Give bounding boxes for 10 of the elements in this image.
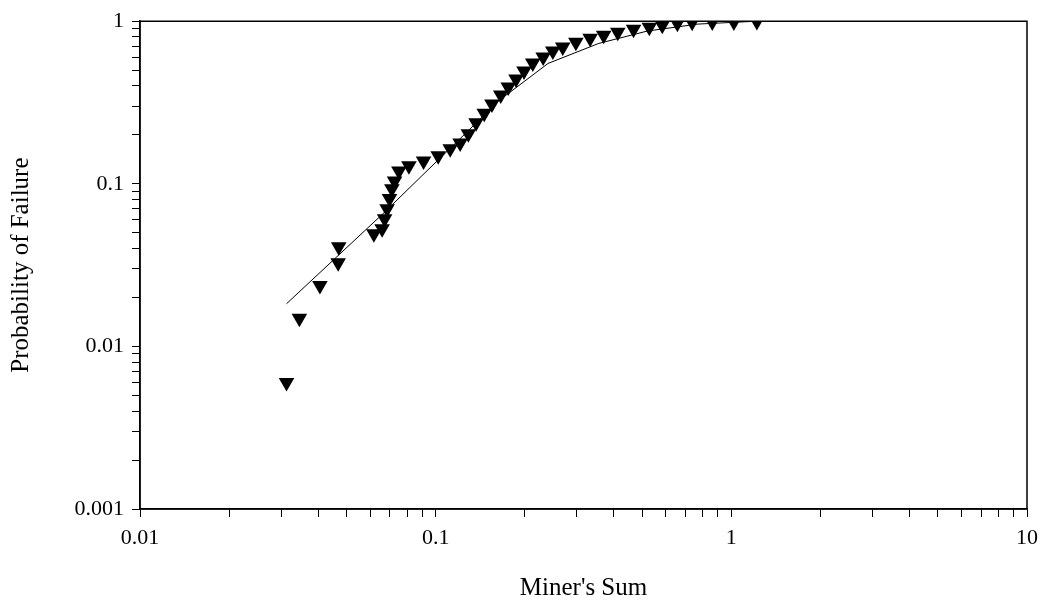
y-tick-label: 0.1 <box>96 169 124 195</box>
y-tick-label: 0.001 <box>74 494 124 520</box>
x-tick-label: 0.1 <box>421 523 450 549</box>
y-tick-label: 0.01 <box>85 332 124 358</box>
y-axis-title: Probability of Failure <box>5 157 33 373</box>
x-tick-label: 1 <box>725 523 737 549</box>
x-tick-label: 10 <box>1016 523 1038 549</box>
y-tick-label: 1 <box>113 6 124 32</box>
x-tick-label: 0.01 <box>120 523 160 549</box>
x-axis-title: Miner's Sum <box>519 572 648 600</box>
